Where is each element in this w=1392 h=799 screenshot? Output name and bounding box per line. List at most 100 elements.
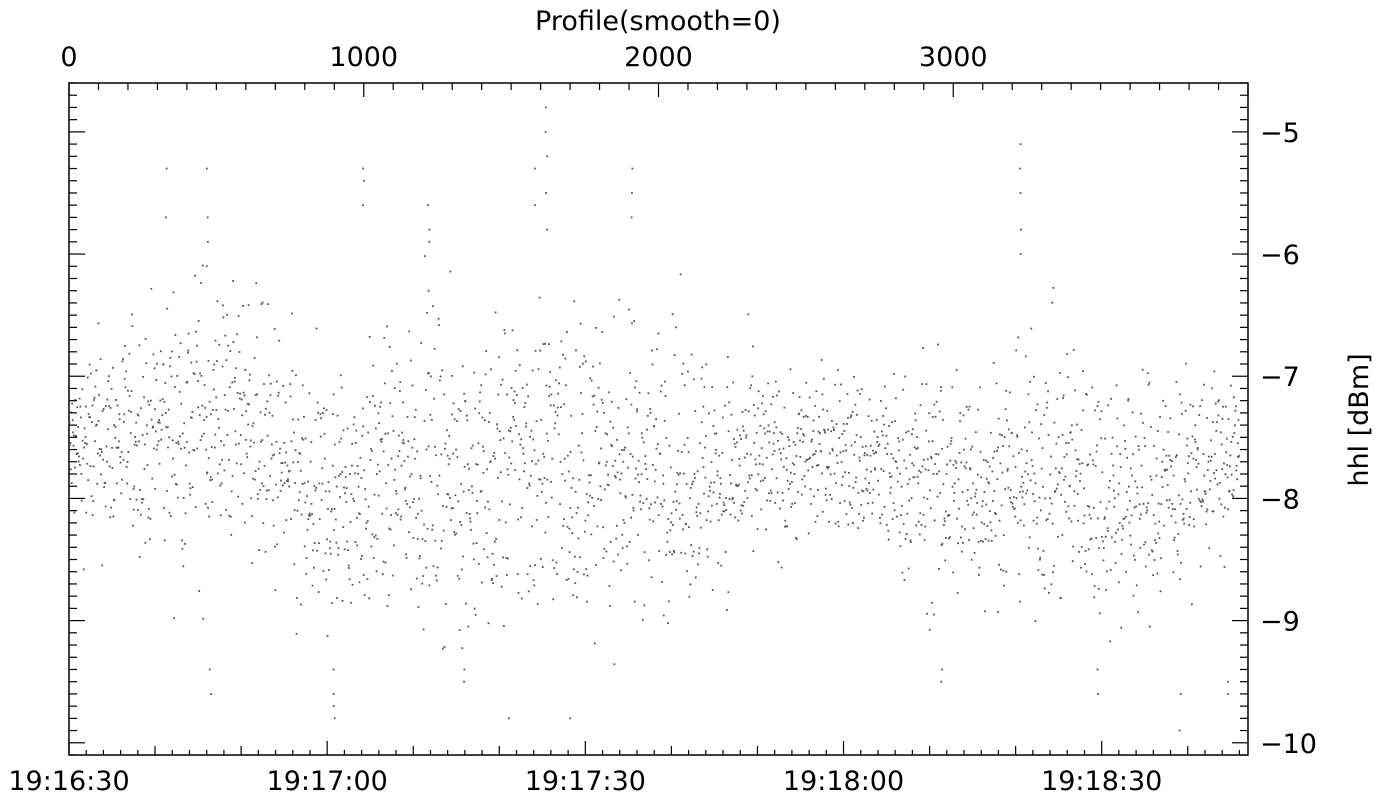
data-point [1229,454,1232,457]
data-point [100,473,102,476]
data-point [704,476,707,479]
data-point [566,525,569,528]
data-point [138,556,141,558]
data-point [163,539,166,542]
data-point [941,542,944,545]
data-point [473,607,476,610]
data-point [207,457,210,460]
data-point [998,563,1001,566]
data-point [1002,534,1005,537]
data-point [1190,452,1193,454]
data-point [233,380,236,383]
data-point [881,513,884,516]
data-point [690,353,693,356]
data-point [546,432,548,435]
data-point [851,507,853,509]
data-point [124,386,127,389]
data-point [78,455,80,458]
data-point [984,610,986,613]
data-point [586,600,588,603]
data-point [438,324,440,327]
data-point [290,440,293,443]
data-point [101,410,104,412]
data-point [461,365,464,368]
data-point [1168,454,1171,457]
data-point [414,457,417,460]
data-point [525,383,528,386]
data-point [1032,492,1034,495]
data-point [70,482,73,485]
data-point [635,467,638,470]
data-point [698,552,700,555]
data-point [378,470,381,473]
data-point [401,441,404,444]
data-point [598,461,601,464]
data-point [667,600,670,603]
data-point [1147,383,1150,386]
data-point [959,420,961,423]
data-point [269,382,272,385]
data-point [904,431,907,434]
data-point [445,506,448,508]
data-point [856,389,859,392]
data-point [287,480,290,483]
data-point [1102,547,1105,550]
data-point [1129,467,1132,470]
data-point [397,434,400,437]
data-point [1106,527,1109,530]
data-point [500,383,502,386]
data-point [205,265,208,268]
data-point [694,576,697,579]
data-point [1108,500,1111,503]
data-point [509,503,511,506]
data-point [999,568,1002,571]
data-point [463,668,466,671]
data-point [870,470,873,473]
data-point [1189,501,1192,504]
data-point [1100,535,1103,538]
data-point [1101,471,1104,474]
data-point [813,495,816,498]
data-point [919,404,922,407]
data-point [876,440,879,443]
data-point [1131,474,1133,477]
data-point [801,440,804,443]
data-point [1092,507,1095,509]
data-point [1182,512,1185,515]
data-point [1141,486,1144,489]
data-point [471,485,473,488]
data-point [606,483,609,486]
data-point [288,485,291,488]
data-point [880,468,883,470]
data-point [596,525,599,528]
data-point [855,434,858,437]
data-point [419,554,421,557]
data-point [271,414,274,417]
data-point [714,432,716,435]
data-point [1169,459,1172,462]
data-point [850,414,853,417]
data-point [942,483,945,486]
data-point [1017,336,1020,339]
data-point [806,458,809,461]
data-point [1097,588,1100,590]
data-point [827,466,830,468]
data-point [1063,456,1066,458]
data-point [1088,513,1091,516]
data-point [172,457,174,460]
data-point [861,445,864,448]
data-point [1185,362,1187,365]
data-point [460,568,463,571]
data-point [412,501,414,504]
data-point [386,325,388,328]
data-point [1086,505,1089,507]
data-point [937,453,940,456]
data-point [106,460,108,463]
data-point [627,432,630,435]
data-point [652,520,655,523]
data-point [1041,447,1044,449]
data-point [523,406,526,408]
data-point [405,556,408,559]
data-point [225,508,228,511]
data-point [487,500,489,503]
